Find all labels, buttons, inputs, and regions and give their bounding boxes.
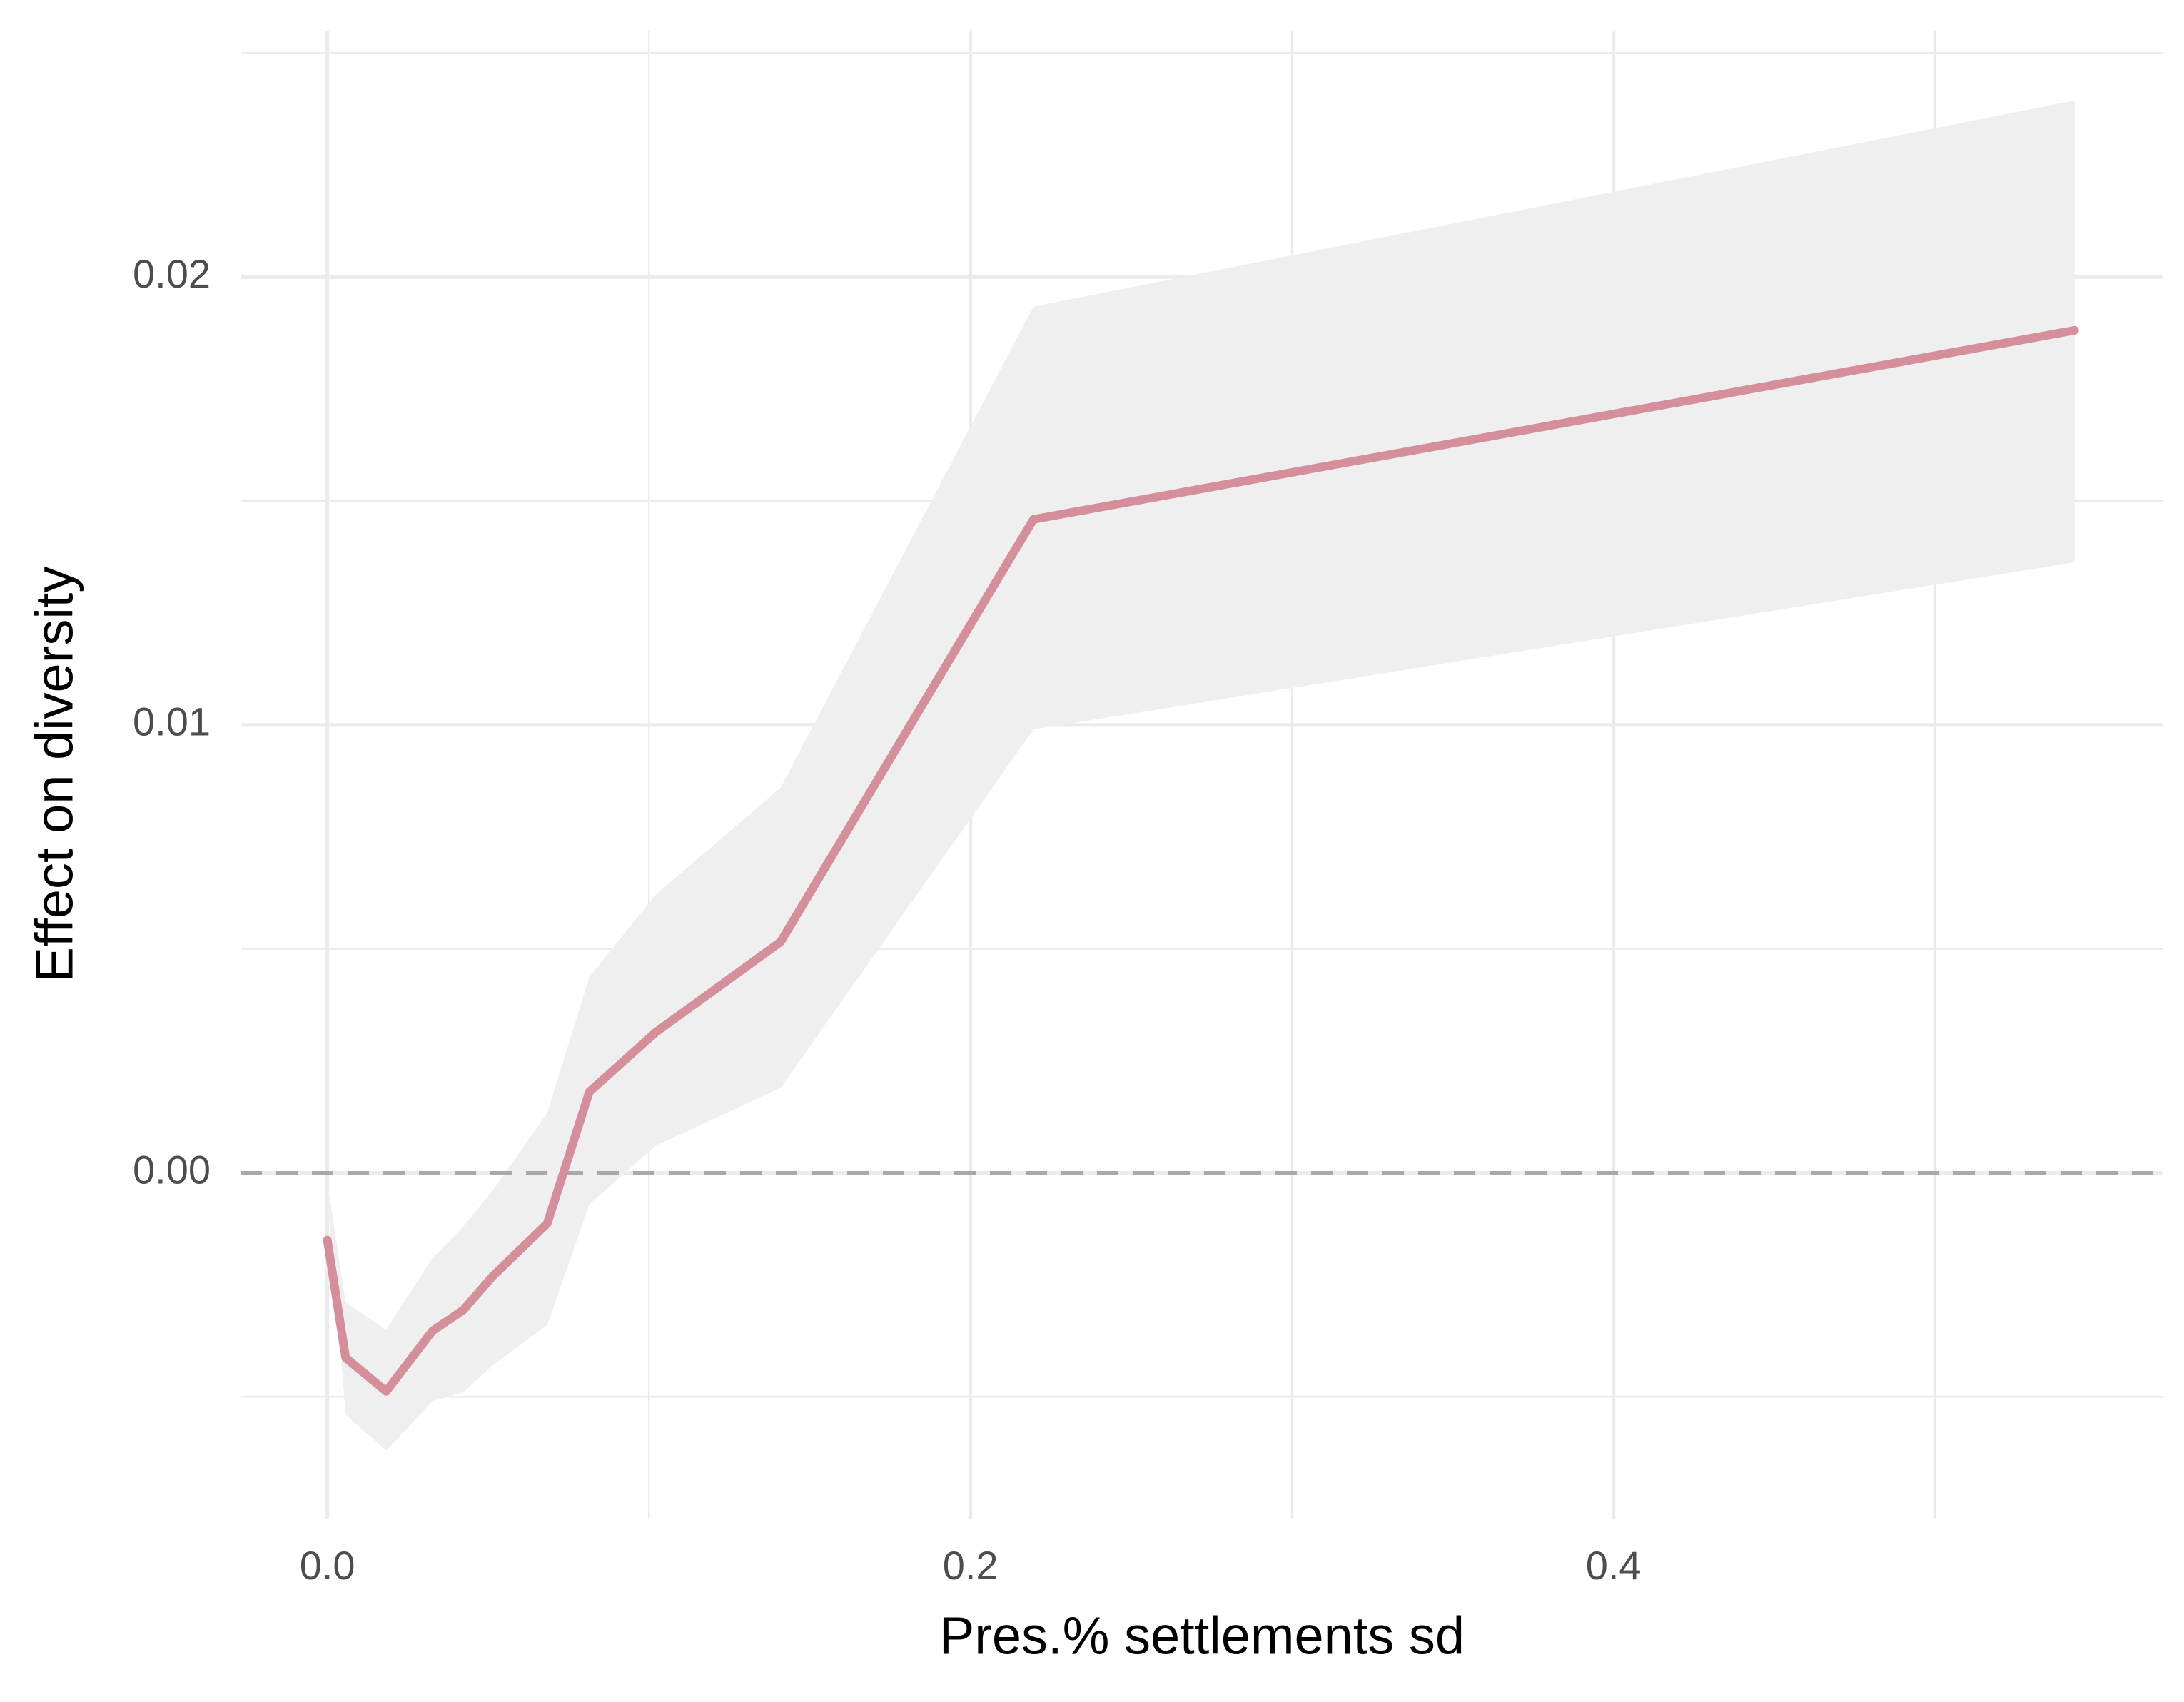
y-tick-label: 0.00	[133, 1147, 211, 1192]
y-axis-title: Effect on diversity	[25, 567, 84, 983]
effect-line	[323, 325, 2079, 1396]
x-tick-label: 0.2	[943, 1543, 999, 1588]
x-tick-label: 0.0	[300, 1543, 355, 1588]
x-tick-label: 0.4	[1586, 1543, 1642, 1588]
x-axis-title: Pres.% settlements sd	[939, 1606, 1465, 1666]
y-tick-label: 0.02	[133, 251, 211, 296]
y-tick-label: 0.01	[133, 699, 211, 744]
confidence-band	[327, 100, 2075, 1451]
